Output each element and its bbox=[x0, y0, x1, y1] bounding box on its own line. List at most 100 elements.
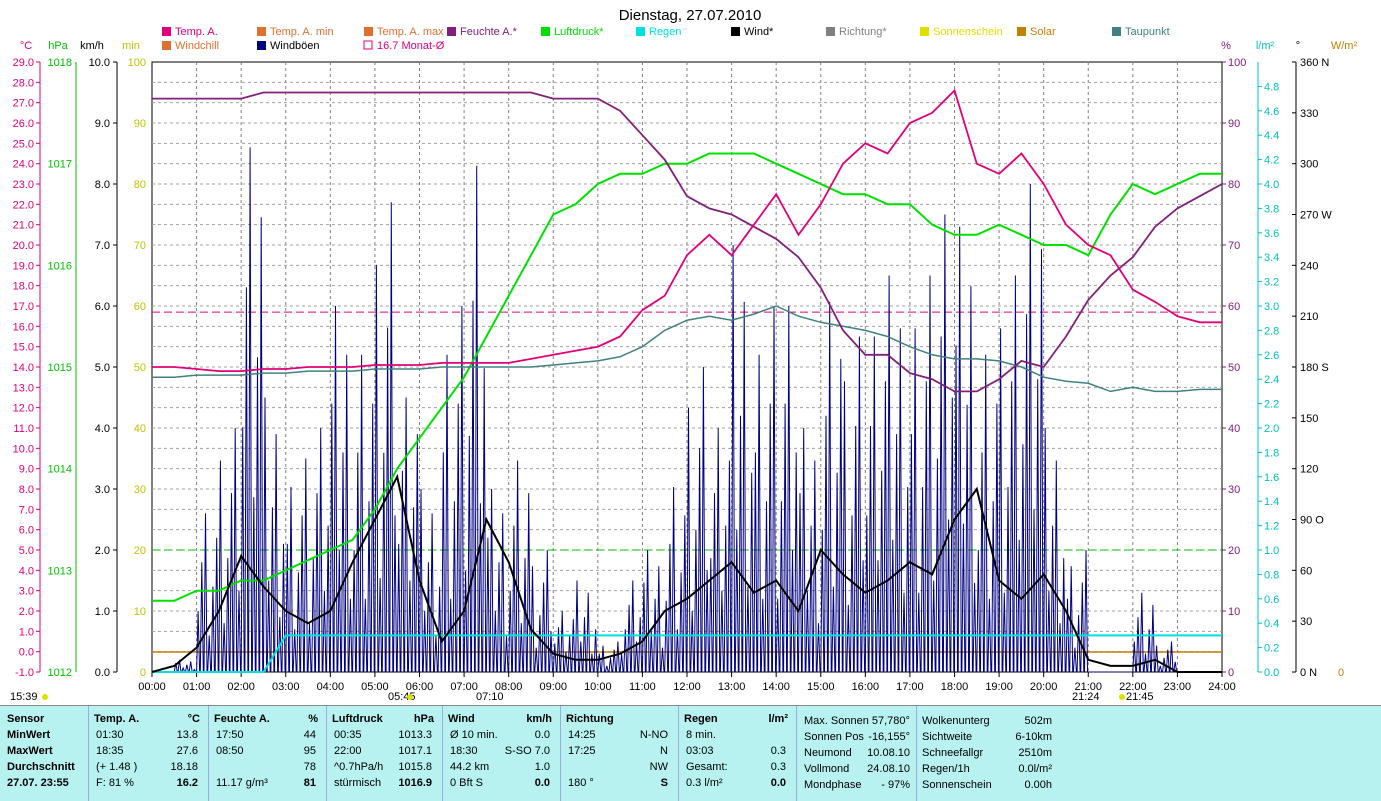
wind-row-1-value: S-SO 7.0 bbox=[504, 745, 550, 757]
press-row-3-value: 1016.9 bbox=[398, 777, 432, 789]
series-luftdruck bbox=[152, 152, 1222, 602]
hum-header: Feuchte A. bbox=[214, 713, 270, 725]
sun-row-0-label: Max. Sonnen 57,780° bbox=[804, 715, 910, 727]
x-tick-label: 00:00 bbox=[138, 681, 166, 693]
rain-row-3-value: 0.0 bbox=[770, 777, 786, 789]
hum-column bbox=[208, 706, 327, 801]
sun-row-2-value: 10.08.10 bbox=[867, 747, 910, 759]
legend-swatch bbox=[1112, 27, 1121, 36]
press-column bbox=[326, 706, 443, 801]
sun-tick-label: 10 bbox=[134, 606, 146, 618]
temp-tick-label: 11.0 bbox=[13, 423, 34, 435]
chart-legend: Temp. A. Temp. A. min Temp. A. max Feuchte … bbox=[162, 26, 1170, 52]
x-tick-label: 04:00 bbox=[317, 681, 345, 693]
rain-row-1-label: 03:03 bbox=[686, 745, 714, 757]
dir-row-1-value: N bbox=[660, 745, 668, 757]
hum-tick-label: 100 bbox=[1228, 57, 1246, 69]
rain-tick-label: 0.6 bbox=[1264, 594, 1279, 606]
legend-label: Richtung* bbox=[839, 26, 887, 38]
rain-tick-label: 1.0 bbox=[1264, 545, 1279, 557]
wind-tick-label: 6.0 bbox=[95, 301, 110, 313]
temp-tick-label: 3.0 bbox=[19, 586, 34, 598]
cloud-row-3-value: 0.0l/m² bbox=[1018, 763, 1052, 775]
wind-row-2-label: 44.2 km bbox=[450, 761, 490, 773]
sun-tick-label: 60 bbox=[134, 301, 146, 313]
rain-tick-label: 3.0 bbox=[1264, 301, 1279, 313]
wind-row-0-label: Ø 10 min. bbox=[450, 729, 498, 741]
sun-tick-label: 80 bbox=[134, 179, 146, 191]
temp-tick-label: 5.0 bbox=[19, 545, 34, 557]
dir-header: Richtung bbox=[566, 713, 614, 725]
wind-header: Wind bbox=[448, 713, 475, 725]
rain-header: Regen bbox=[684, 713, 718, 725]
rain-tick-label: 0.2 bbox=[1264, 643, 1279, 655]
temp-tick-label: 16.0 bbox=[13, 321, 34, 333]
hum-tick-label: 90 bbox=[1228, 118, 1240, 130]
wind-row-3-value: 0.0 bbox=[534, 777, 550, 789]
temp-tick-label: 13.0 bbox=[13, 382, 34, 394]
sun-tick-label: 30 bbox=[134, 484, 146, 496]
wind-row-3-label: 0 Bft S bbox=[450, 777, 484, 789]
rain-row-3-label: 0.3 l/m² bbox=[686, 777, 723, 789]
dir-tick-label: 0 N bbox=[1300, 667, 1317, 679]
x-tick-label: 06:00 bbox=[406, 681, 434, 693]
temp-column bbox=[88, 706, 209, 801]
sunrise-label: 05:45 bbox=[388, 691, 416, 703]
rain-tick-label: 2.0 bbox=[1264, 423, 1279, 435]
legend-label: Sonnenschein bbox=[933, 26, 1003, 38]
x-tick-label: 08:00 bbox=[495, 681, 523, 693]
press-tick-label: 1015 bbox=[48, 362, 72, 374]
temp-tick-label: 26.0 bbox=[13, 118, 34, 130]
sun-row-3-label: Vollmond bbox=[804, 763, 850, 775]
rain-tick-label: 1.8 bbox=[1264, 447, 1279, 459]
hum-row-1-label: 08:50 bbox=[216, 745, 244, 757]
sun-row-1-value: -16,155° bbox=[868, 731, 910, 743]
cloud-row-0-label: Wolkenunterg bbox=[922, 715, 990, 727]
cloud-row-4-value: 0.00h bbox=[1024, 779, 1052, 791]
x-tick-label: 12:00 bbox=[673, 681, 701, 693]
dir-row-2-value: NW bbox=[649, 761, 668, 773]
cloud-row-1-value: 6-10km bbox=[1015, 731, 1052, 743]
rain-row-2-value: 0.3 bbox=[770, 761, 786, 773]
sun-row-3-value: 24.08.10 bbox=[867, 763, 910, 775]
rain-tick-label: 4.2 bbox=[1264, 155, 1279, 167]
press-row-0-label: 00:35 bbox=[334, 729, 362, 741]
wind-tick-label: 7.0 bbox=[95, 240, 110, 252]
cloud-row-2-label: Schneefallgr bbox=[922, 747, 984, 759]
chart-series bbox=[151, 88, 1223, 673]
wind-tick-label: 3.0 bbox=[95, 484, 110, 496]
temp-tick-label: 19.0 bbox=[13, 260, 34, 272]
press-tick-label: 1018 bbox=[48, 57, 72, 69]
legend-label: Windchill bbox=[175, 40, 219, 52]
cloud-row-3-label: Regen/1h bbox=[922, 763, 970, 775]
sun-marker-icon bbox=[42, 694, 48, 700]
series-temp bbox=[152, 88, 1222, 372]
legend-swatch bbox=[162, 27, 171, 36]
legend-label: 16.7 Monat-Ø bbox=[377, 40, 445, 52]
sunset2-label: 21:45 bbox=[1126, 691, 1154, 703]
wind-row-2-value: 1.0 bbox=[534, 761, 550, 773]
dir-row-3-label: 180 ° bbox=[568, 777, 594, 789]
wind-tick-label: 5.0 bbox=[95, 362, 110, 374]
temp-row-0-value: 13.8 bbox=[176, 729, 198, 741]
sun-marker-icon bbox=[407, 694, 413, 700]
dir-tick-label: 270 W bbox=[1300, 210, 1332, 222]
weather-chart: Dienstag, 27.07.2010 Temp. A. Temp. A. mi… bbox=[10, 7, 1357, 703]
rain-tick-label: 4.4 bbox=[1264, 130, 1279, 142]
axis-unit-dir: ° bbox=[1296, 40, 1300, 52]
summary-panel: Sensor MinWert MaxWert Durchschnitt 27.0… bbox=[0, 705, 1381, 801]
temp-tick-label: 10.0 bbox=[13, 443, 34, 455]
sun-column bbox=[798, 706, 917, 801]
press-unit: hPa bbox=[413, 713, 434, 725]
press-tick-label: 1017 bbox=[48, 159, 72, 171]
dir-row-0-value: N-NO bbox=[639, 729, 668, 741]
legend-swatch bbox=[257, 41, 266, 50]
temp-tick-label: 17.0 bbox=[13, 301, 34, 313]
series-wind bbox=[151, 473, 1222, 673]
legend-label: Temp. A. max bbox=[377, 26, 444, 38]
rain-row-2-label: Gesamt: bbox=[686, 761, 728, 773]
legend-label: Temp. A. bbox=[175, 26, 218, 38]
wind-tick-label: 10.0 bbox=[89, 57, 110, 69]
wind-tick-label: 8.0 bbox=[95, 179, 110, 191]
temp-row-3-value: 16.2 bbox=[176, 777, 198, 789]
